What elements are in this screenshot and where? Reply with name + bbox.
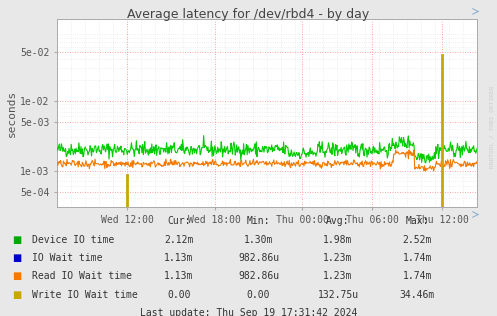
Text: Max:: Max: bbox=[406, 216, 429, 227]
Text: 1.13m: 1.13m bbox=[164, 271, 194, 282]
Text: ■: ■ bbox=[12, 235, 22, 245]
Text: Device IO time: Device IO time bbox=[32, 235, 114, 245]
Text: 132.75u: 132.75u bbox=[318, 290, 358, 300]
Text: 1.30m: 1.30m bbox=[244, 235, 273, 245]
Text: 982.86u: 982.86u bbox=[238, 253, 279, 263]
Text: 1.23m: 1.23m bbox=[323, 253, 353, 263]
Text: Last update: Thu Sep 19 17:31:42 2024: Last update: Thu Sep 19 17:31:42 2024 bbox=[140, 308, 357, 316]
Text: 2.52m: 2.52m bbox=[403, 235, 432, 245]
Text: Cur:: Cur: bbox=[167, 216, 191, 227]
Text: ■: ■ bbox=[12, 271, 22, 282]
Text: 2.12m: 2.12m bbox=[164, 235, 194, 245]
Text: 1.23m: 1.23m bbox=[323, 271, 353, 282]
Text: 982.86u: 982.86u bbox=[238, 271, 279, 282]
Text: ■: ■ bbox=[12, 253, 22, 263]
Text: Write IO Wait time: Write IO Wait time bbox=[32, 290, 138, 300]
Text: 0.00: 0.00 bbox=[247, 290, 270, 300]
Text: IO Wait time: IO Wait time bbox=[32, 253, 103, 263]
Text: Avg:: Avg: bbox=[326, 216, 350, 227]
Text: 1.74m: 1.74m bbox=[403, 253, 432, 263]
Text: 0.00: 0.00 bbox=[167, 290, 191, 300]
Text: Min:: Min: bbox=[247, 216, 270, 227]
Text: Read IO Wait time: Read IO Wait time bbox=[32, 271, 132, 282]
Text: 1.74m: 1.74m bbox=[403, 271, 432, 282]
Text: ■: ■ bbox=[12, 290, 22, 300]
Text: 1.98m: 1.98m bbox=[323, 235, 353, 245]
Text: Average latency for /dev/rbd4 - by day: Average latency for /dev/rbd4 - by day bbox=[127, 8, 370, 21]
Text: 34.46m: 34.46m bbox=[400, 290, 435, 300]
Text: 1.13m: 1.13m bbox=[164, 253, 194, 263]
Text: RRDTOOL / TOBI OETIKER: RRDTOOL / TOBI OETIKER bbox=[490, 85, 495, 168]
Y-axis label: seconds: seconds bbox=[7, 89, 17, 137]
